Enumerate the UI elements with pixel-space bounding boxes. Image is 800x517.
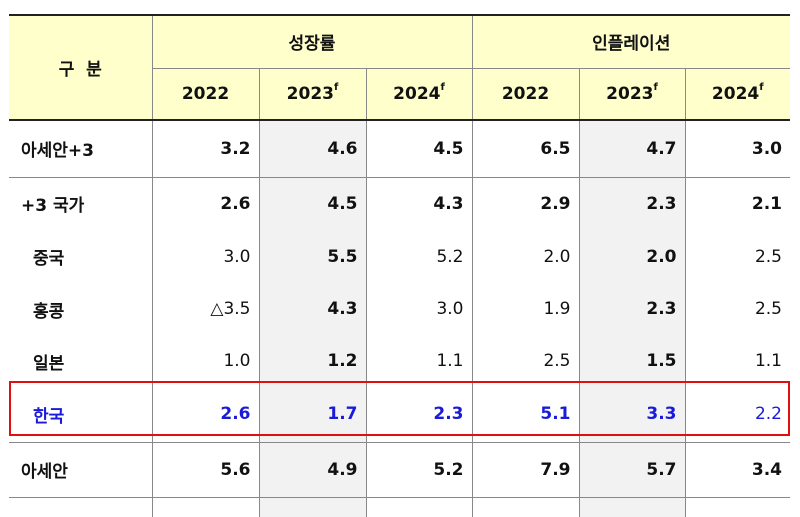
growth-2024-cell: 4.5 (366, 120, 473, 178)
growth-2022-cell: 2.6 (152, 177, 260, 230)
inflation-2023-cell: 2.3 (579, 177, 686, 230)
inflation-2022-cell: 2.5 (472, 335, 580, 387)
year-header: 2022 (152, 68, 260, 121)
growth-2023-cell: 5.5 (259, 230, 367, 283)
growth-2023-cell: 4.9 (259, 442, 367, 497)
growth-2023-cell: 4.5 (259, 177, 367, 230)
header-row-top: 구 분 성장률 인플레이션 (9, 14, 790, 121)
inflation-2022-cell: 1.9 (472, 283, 580, 335)
growth-header: 성장률 (152, 14, 473, 69)
empty-cell (9, 496, 153, 517)
growth-2023-cell: 4.6 (259, 120, 367, 178)
year-header: 2024f (366, 68, 473, 121)
inflation-2022-cell: 5.1 (472, 387, 580, 443)
growth-2022-cell: 1.0 (152, 335, 260, 387)
table-row: 아세안+3 3.2 4.6 4.5 6.5 4.7 3.0 (9, 120, 790, 178)
inflation-2024-cell: 3.0 (685, 120, 790, 178)
growth-2024-cell: 1.1 (366, 335, 473, 387)
inflation-2024-cell: 1.1 (754, 351, 782, 371)
inflation-2023-cell: 5.7 (579, 442, 686, 497)
table-row: 홍콩 △3.5 4.3 3.0 1.9 2.3 2.5 (9, 283, 790, 335)
year-header: 2023f (259, 68, 367, 121)
highlighted-row-korea: 한국 2.6 1.7 2.3 5.1 3.3 2.2 (9, 387, 790, 443)
growth-2023-cell: 1.2 (259, 335, 367, 387)
inflation-2022-cell: 2.0 (472, 230, 580, 283)
row-label: 아세안+3 (9, 120, 153, 178)
economic-outlook-table: 구 분 성장률 인플레이션 2022 2023f 2024f 2022 2023… (9, 14, 790, 517)
inflation-header: 인플레이션 (472, 14, 790, 69)
inflation-2022-cell: 2.9 (472, 177, 580, 230)
inflation-2024-cell: 2.1 (751, 193, 782, 214)
inflation-2024-cell: 3.4 (751, 459, 782, 480)
growth-2022-cell: △3.5 (152, 283, 260, 335)
inflation-2024-cell: 2.5 (754, 299, 782, 319)
growth-2022-cell: 5.6 (152, 442, 260, 497)
empty-cell (152, 496, 260, 517)
row-label: +3 국가 (9, 177, 153, 230)
category-header: 구 분 (9, 14, 153, 121)
inflation-2024-cell: 2.5 (754, 246, 782, 267)
growth-2022-cell: 3.2 (152, 120, 260, 178)
empty-cell (472, 496, 580, 517)
growth-2024-cell: 5.2 (366, 442, 473, 497)
row-label: 아세안 (9, 442, 153, 497)
table-row-partial (9, 496, 790, 517)
growth-2024-cell: 4.3 (366, 177, 473, 230)
growth-2024-cell: 3.0 (366, 283, 473, 335)
year-header: 2023f (579, 68, 686, 121)
year-header: 2024f (685, 68, 790, 121)
header-row-years: 2022 2023f 2024f 2022 2023f 2024f (9, 68, 790, 121)
row-label: 홍콩 (9, 283, 153, 335)
growth-2023-cell: 1.7 (259, 387, 367, 443)
growth-2024-cell: 5.2 (366, 230, 473, 283)
growth-2023-cell: 4.3 (259, 283, 367, 335)
empty-cell (366, 496, 473, 517)
year-header: 2022 (472, 68, 580, 121)
inflation-2023-cell: 4.7 (579, 120, 686, 178)
row-label: 일본 (9, 335, 153, 387)
growth-2022-cell: 2.6 (152, 387, 260, 443)
growth-2024-cell: 2.3 (366, 387, 473, 443)
table-row: 일본 1.0 1.2 1.1 2.5 1.5 1.1 (9, 335, 790, 387)
inflation-2023-cell: 2.3 (579, 283, 686, 335)
inflation-2024-cell: 2.2 (685, 387, 790, 443)
table-row: 아세안 5.6 4.9 5.2 7.9 5.7 3.4 (9, 442, 790, 497)
inflation-2023-cell: 3.3 (579, 387, 686, 443)
row-label: 중국 (9, 230, 153, 283)
table-row: 중국 3.0 5.5 5.2 2.0 2.0 2.5 (9, 230, 790, 283)
row-label: 한국 (9, 387, 153, 443)
inflation-2023-cell: 1.5 (579, 335, 686, 387)
inflation-2022-cell: 7.9 (472, 442, 580, 497)
table-row: +3 국가 2.6 4.5 4.3 2.9 2.3 2.1 (9, 177, 790, 230)
growth-2022-cell: 3.0 (152, 230, 260, 283)
empty-cell (685, 496, 790, 517)
empty-cell (579, 496, 686, 517)
empty-cell (259, 496, 367, 517)
inflation-2023-cell: 2.0 (579, 230, 686, 283)
inflation-2022-cell: 6.5 (472, 120, 580, 178)
